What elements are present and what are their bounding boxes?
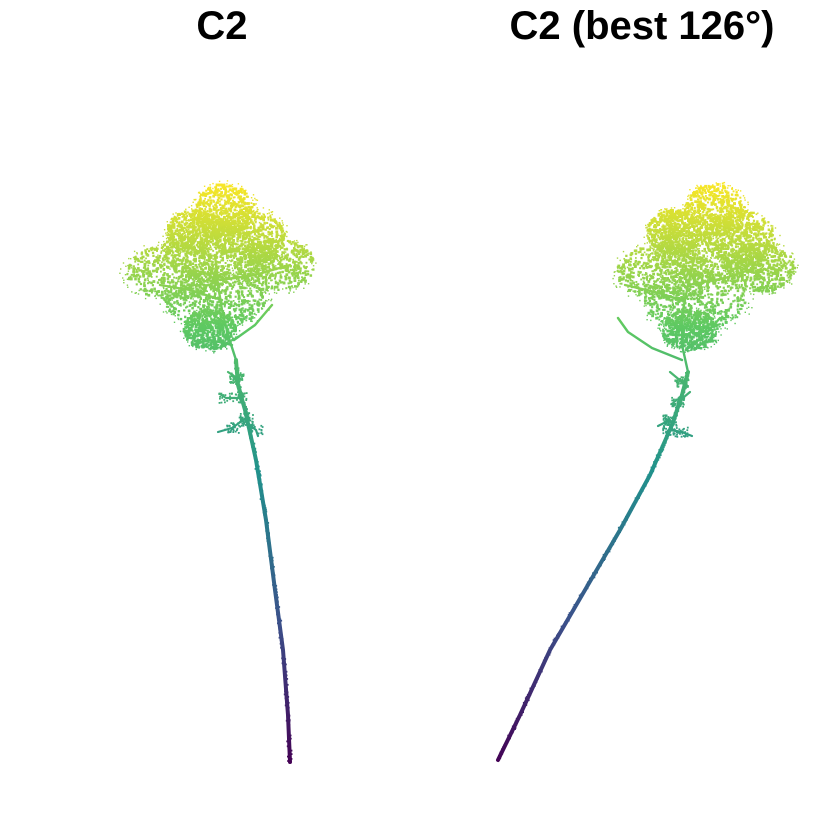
panel-original: C2 bbox=[119, 4, 317, 764]
tree-stem bbox=[496, 370, 694, 762]
tree-crown bbox=[612, 181, 799, 374]
tree-point-cloud bbox=[496, 181, 799, 762]
panel-rotated: C2 (best 126°) bbox=[420, 0, 840, 840]
panel-title: C2 (best 126°) bbox=[509, 4, 775, 48]
panel-title: C2 bbox=[196, 4, 248, 48]
tree-crown bbox=[119, 180, 317, 362]
tree-stem bbox=[216, 358, 293, 764]
tree-point-cloud bbox=[119, 180, 317, 764]
